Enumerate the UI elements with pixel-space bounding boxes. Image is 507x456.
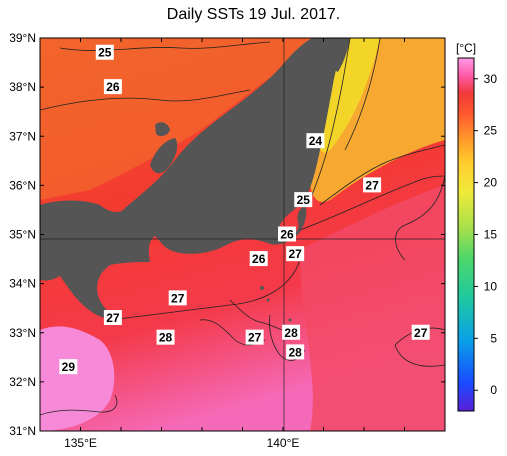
contour-label-text: 26	[106, 80, 120, 94]
contour-label-text: 28	[288, 345, 302, 359]
contour-label: 27	[245, 329, 264, 345]
contour-label-text: 27	[248, 331, 262, 345]
colorbar-gradient	[457, 57, 475, 412]
contour-label-bg	[282, 324, 301, 340]
contour-label: 28	[282, 324, 301, 340]
colorbar: [°C] 30 25 20 15 10 5 0	[456, 41, 497, 412]
contour-value-labels: 25 26 24 27 25 26 27 26 27 27 28 28 27 28 27 29	[59, 44, 430, 375]
contour-label: 25	[294, 192, 313, 208]
colorbar-ticks: 30 25 20 15 10 5 0	[474, 72, 497, 397]
colorbar-unit: [°C]	[456, 41, 476, 55]
latitude-labels: 39°N 38°N 37°N 36°N 35°N 34°N 33°N 32°N 31°N	[9, 31, 36, 438]
contour-label: 28	[156, 329, 175, 345]
contour-label-bg	[245, 329, 264, 345]
contour-label-bg	[103, 310, 122, 326]
tick-marks	[39, 37, 446, 432]
contour-label: 27	[168, 290, 187, 306]
contour-label-text: 28	[159, 331, 173, 345]
contour-label: 27	[411, 324, 430, 340]
lat-label: 39°N	[9, 31, 36, 45]
contour-label: 24	[306, 133, 325, 149]
colorbar-tick-label: 30	[484, 72, 498, 86]
lat-label: 38°N	[9, 80, 36, 94]
colorbar-tick-label: 0	[490, 383, 497, 397]
land-north-east	[330, 38, 350, 72]
colorbar-tick-label: 25	[484, 124, 498, 138]
contour-label-bg	[286, 246, 305, 262]
colorbar-tick-label: 5	[490, 331, 497, 345]
contour-label-bg	[95, 44, 114, 60]
contour-label-bg	[278, 226, 297, 242]
land-islet-2	[266, 298, 270, 302]
land-island-north	[155, 122, 170, 137]
contour-label: 27	[363, 177, 382, 193]
lat-label: 33°N	[9, 326, 36, 340]
contour-label-text: 27	[171, 291, 185, 305]
lat-label: 37°N	[9, 129, 36, 143]
warm-water-28	[300, 185, 445, 431]
contour-label-bg	[286, 344, 305, 360]
contour-label: 27	[103, 310, 122, 326]
contour-label-text: 26	[252, 252, 266, 266]
contour-label-bg	[103, 79, 122, 95]
contour-label-text: 29	[62, 360, 76, 374]
lat-label: 32°N	[9, 375, 36, 389]
land-islet-1	[260, 286, 264, 290]
contour-label-text: 26	[280, 228, 294, 242]
contour-label-text: 25	[98, 46, 112, 60]
lon-label: 135°E	[64, 436, 97, 450]
land-peninsula	[150, 138, 178, 174]
colorbar-tick-label: 10	[484, 279, 498, 293]
contour-label-text: 27	[106, 311, 120, 325]
lat-label: 36°N	[9, 178, 36, 192]
contour-label-bg	[59, 359, 78, 375]
contour-label-text: 27	[365, 178, 379, 192]
contour-label-bg	[249, 251, 268, 267]
contour-label-text: 25	[297, 193, 311, 207]
warm-water-29	[40, 326, 115, 431]
map-title: Daily SSTs 19 Jul. 2017.	[166, 6, 341, 23]
contour-label-text: 27	[288, 247, 302, 261]
contour-label: 28	[286, 344, 305, 360]
contour-label: 26	[103, 79, 122, 95]
contour-label: 26	[249, 251, 268, 267]
contour-label-bg	[411, 324, 430, 340]
contour-label-bg	[363, 177, 382, 193]
contour-label-bg	[156, 329, 175, 345]
cool-water-north	[40, 38, 330, 200]
lat-label: 34°N	[9, 277, 36, 291]
contour-lines	[40, 38, 445, 416]
land-honshu	[40, 38, 345, 319]
lon-label: 140°E	[267, 436, 300, 450]
longitude-labels: 135°E 140°E	[64, 436, 299, 450]
lat-label: 35°N	[9, 228, 36, 242]
contour-label: 26	[278, 226, 297, 242]
contour-label: 27	[286, 246, 305, 262]
colorbar-tick-label: 20	[484, 176, 498, 190]
contour-label-text: 27	[414, 326, 428, 340]
contour-label: 25	[95, 44, 114, 60]
land-shikoku	[40, 250, 66, 281]
lat-label: 31°N	[9, 424, 36, 438]
contour-label: 29	[59, 359, 78, 375]
land-islet-3	[288, 318, 292, 322]
contour-label-text: 28	[284, 326, 298, 340]
colorbar-tick-label: 15	[484, 228, 498, 242]
contour-label-text: 24	[309, 134, 323, 148]
contour-label-bg	[168, 290, 187, 306]
contour-label-bg	[306, 133, 325, 149]
contour-label-bg	[294, 192, 313, 208]
